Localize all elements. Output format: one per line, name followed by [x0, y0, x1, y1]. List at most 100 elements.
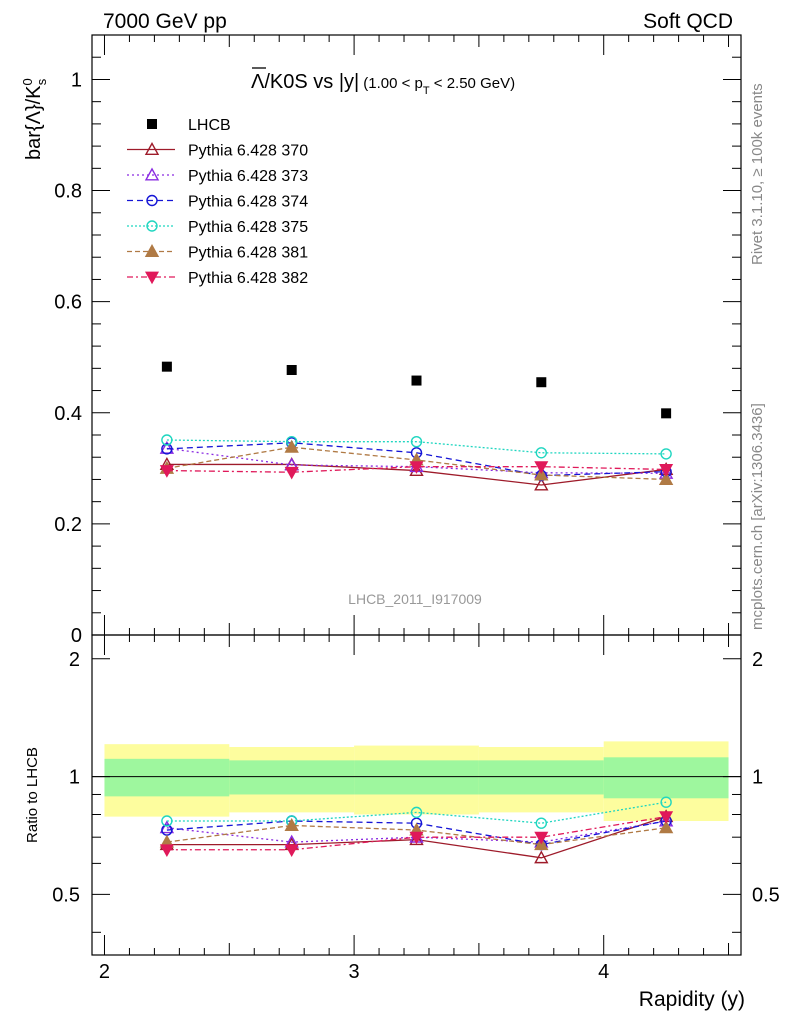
- main-series-group: [159, 361, 674, 491]
- data-point-lhcb: [536, 377, 547, 388]
- legend-entry-pythia-6-428-375: Pythia 6.428 375: [127, 219, 308, 236]
- band-inner-bin: [229, 760, 355, 795]
- ratio-point-pythia-6-428-382: [284, 844, 299, 858]
- plot-title-sub-sub: T: [423, 85, 430, 97]
- ratio-series-pythia-6-428-382: [159, 811, 674, 858]
- ratio-y-tick-label: 0.5: [52, 884, 80, 906]
- legend-marker: [144, 142, 160, 156]
- data-point-pythia-6-428-375: [535, 447, 548, 459]
- ratio-point-pythia-6-428-375: [161, 815, 173, 827]
- ratio-point-pythia-6-428-381: [284, 818, 299, 831]
- band-inner-bin: [478, 760, 604, 795]
- axis-tick-labels: 2 3 4 0 0.2 0.4 0.6 0.8 1 0.5 0.5 1 1 2 2: [52, 69, 780, 983]
- x-tick-label: 4: [598, 961, 609, 983]
- legend-label: Pythia 6.428 374: [188, 194, 308, 211]
- series-line-pythia-6-428-375: [166, 439, 667, 455]
- ratio-point-pythia-6-428-375: [535, 817, 548, 829]
- data-point-pythia-6-428-382: [659, 464, 674, 477]
- legend-label: Pythia 6.428 382: [188, 270, 308, 287]
- data-point-pythia-6-428-382: [409, 461, 424, 474]
- ratio-uncertainty-bands: [104, 741, 729, 821]
- legend-marker: [144, 244, 160, 257]
- legend-label: Pythia 6.428 381: [188, 245, 308, 262]
- ratio-y-tick-label: 1: [69, 767, 80, 789]
- legend-label: LHCB: [188, 117, 231, 134]
- ratio-point-pythia-6-428-382: [659, 811, 674, 824]
- plot-title-sub-post: < 2.50 GeV): [430, 75, 515, 92]
- plot-title: Λ/K0S vs |y| (1.00 < pT < 2.50 GeV): [251, 71, 515, 97]
- ratio-point-pythia-6-428-370: [534, 850, 549, 864]
- main-y-tick-label: 0: [71, 625, 82, 647]
- legend: LHCB Pythia 6.428 370 Pythia 6.428 373 Pyth…: [127, 117, 308, 287]
- x-tick-label: 2: [99, 961, 110, 983]
- legend-marker: [147, 119, 157, 129]
- ratio-point-pythia-6-428-382: [159, 844, 174, 858]
- band-inner-bin: [603, 757, 729, 799]
- data-point-pythia-6-428-374: [161, 443, 173, 455]
- main-y-tick-label: 0.2: [54, 514, 82, 536]
- ratio-point-pythia-6-428-382: [534, 831, 549, 845]
- data-point-pythia-6-428-382: [159, 465, 174, 478]
- ratio-point-pythia-6-428-375: [660, 796, 672, 808]
- main-y-tick-label: 0.8: [54, 181, 82, 203]
- band-inner-bin: [104, 758, 230, 797]
- mcplots-label: mcplots.cern.ch [arXiv:1306.3436]: [749, 403, 766, 630]
- header-right: Soft QCD: [643, 10, 733, 33]
- data-point-pythia-6-428-381: [284, 439, 299, 453]
- plot-title-sub-pre: (1.00 < p: [363, 75, 423, 92]
- x-axis-label: Rapidity (y): [639, 988, 745, 1011]
- ratio-point-pythia-6-428-373: [159, 820, 175, 834]
- data-point-lhcb: [286, 365, 297, 375]
- legend-entry-pythia-6-428-382: Pythia 6.428 382: [127, 270, 308, 287]
- plot-title-main: /K0S vs |y|: [264, 71, 359, 93]
- ratio-y-tick-label-right: 1: [752, 767, 763, 789]
- data-point-pythia-6-428-375: [410, 435, 423, 448]
- series-pythia-6-428-382: [159, 461, 674, 480]
- legend-entry-pythia-6-428-373: Pythia 6.428 373: [127, 167, 308, 185]
- data-point-pythia-6-428-381: [658, 472, 674, 485]
- legend-entry-lhcb: LHCB: [147, 117, 231, 134]
- header-left: 7000 GeV pp: [103, 10, 227, 33]
- legend-label: Pythia 6.428 373: [188, 168, 308, 185]
- ratio-y-tick-label-right: 0.5: [752, 884, 780, 906]
- ratio-point-pythia-6-428-382: [409, 831, 424, 845]
- data-point-pythia-6-428-381: [534, 467, 549, 481]
- ratio-point-pythia-6-428-381: [658, 820, 674, 834]
- x-tick-label: 3: [349, 961, 360, 983]
- ratio-point-pythia-6-428-370: [409, 832, 424, 846]
- data-point-pythia-6-428-370: [409, 463, 424, 477]
- main-y-tick-label: 0.4: [54, 403, 82, 425]
- data-point-pythia-6-428-382: [284, 466, 299, 480]
- main-y-axis-label: bar{Λ}/K0s: [20, 78, 49, 160]
- data-point-lhcb: [161, 361, 172, 372]
- data-point-pythia-6-428-370: [534, 477, 549, 491]
- plot-title-overbar-symbol: Λ: [251, 71, 265, 93]
- rivet-label: Rivet 3.1.10, ≥ 100k events: [749, 83, 766, 265]
- ratio-y-tick-label-right: 2: [752, 649, 763, 671]
- ratio-series-pythia-6-428-375: [161, 796, 672, 829]
- data-point-pythia-6-428-375: [660, 448, 672, 460]
- ratio-line-pythia-6-428-374: [166, 820, 667, 846]
- legend-marker: [144, 271, 160, 285]
- main-y-tick-label: 0.6: [54, 292, 82, 314]
- data-point-lhcb: [411, 375, 422, 386]
- series-lhcb: [161, 361, 672, 419]
- legend-label: Pythia 6.428 375: [188, 219, 308, 236]
- data-point-pythia-6-428-375: [161, 434, 173, 446]
- ratio-y-tick-label: 2: [69, 649, 80, 671]
- legend-entry-pythia-6-428-374: Pythia 6.428 374: [127, 194, 308, 211]
- data-point-pythia-6-428-382: [534, 461, 549, 474]
- ratio-line-pythia-6-428-375: [166, 801, 667, 824]
- legend-marker: [144, 167, 160, 181]
- ratio-series-group: [159, 796, 674, 864]
- series-line-pythia-6-428-382: [166, 466, 667, 473]
- main-y-tick-label: 1: [71, 69, 82, 91]
- analysis-watermark: LHCB_2011_I917009: [348, 591, 482, 607]
- legend-marker: [146, 220, 158, 232]
- legend-label: Pythia 6.428 370: [188, 143, 308, 160]
- ratio-point-pythia-6-428-375: [410, 806, 423, 819]
- band-inner-bin: [354, 760, 479, 795]
- data-point-pythia-6-428-373: [159, 440, 175, 454]
- ratio-plot-frame: [91, 634, 742, 956]
- axis-ticks: [92, 34, 741, 955]
